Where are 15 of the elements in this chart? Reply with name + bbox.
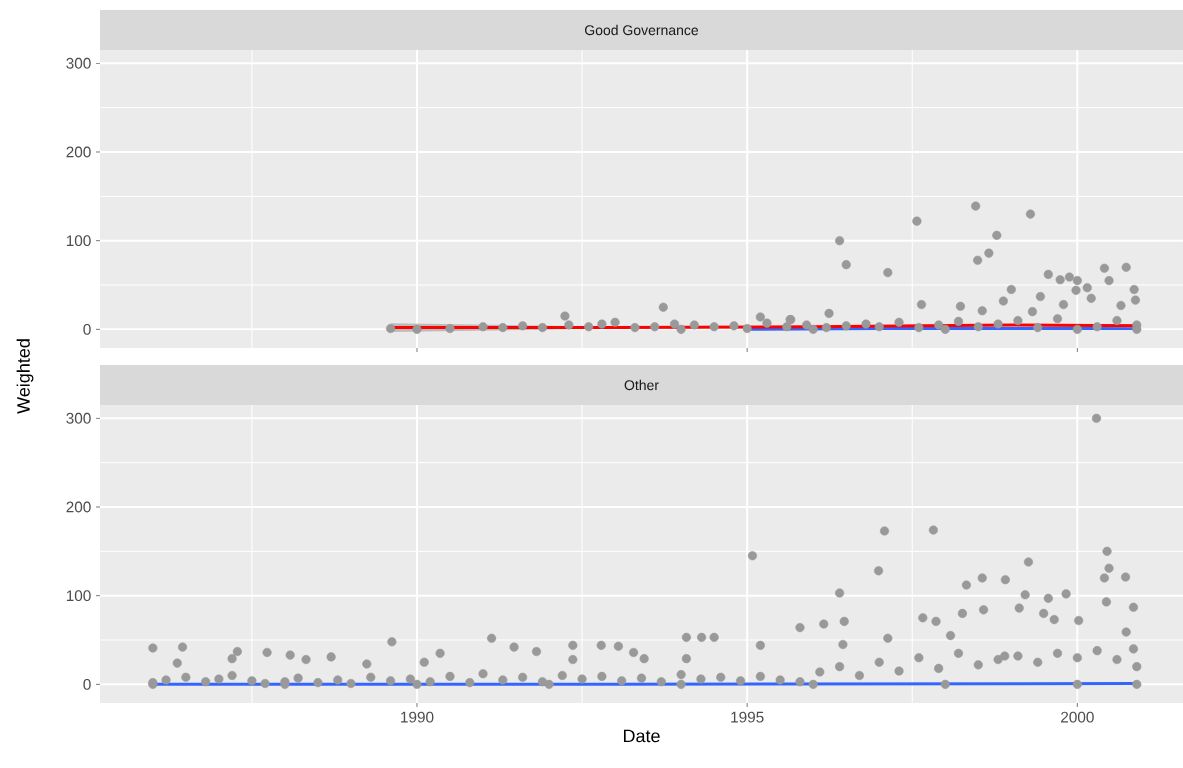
y-tick-label: 0 <box>83 678 91 690</box>
y-tick-label: 0 <box>83 323 91 335</box>
x-tick-label: 2000 <box>1061 711 1094 723</box>
x-tick-label: 1990 <box>401 711 434 723</box>
y-tick-label: 200 <box>66 501 91 513</box>
x-tick-label: 1995 <box>731 711 764 723</box>
chart-title: Other <box>624 379 659 391</box>
y-tick-label: 200 <box>66 146 91 158</box>
y-tick-label: 100 <box>66 235 91 247</box>
chart-title: Good Governance <box>585 24 699 36</box>
y-tick-label: 100 <box>66 590 91 602</box>
x-axis-title: Date <box>623 729 660 743</box>
y-tick-label: 300 <box>66 412 91 424</box>
y-tick-label: 300 <box>66 57 91 69</box>
y-axis-title: Weighted <box>16 339 34 414</box>
